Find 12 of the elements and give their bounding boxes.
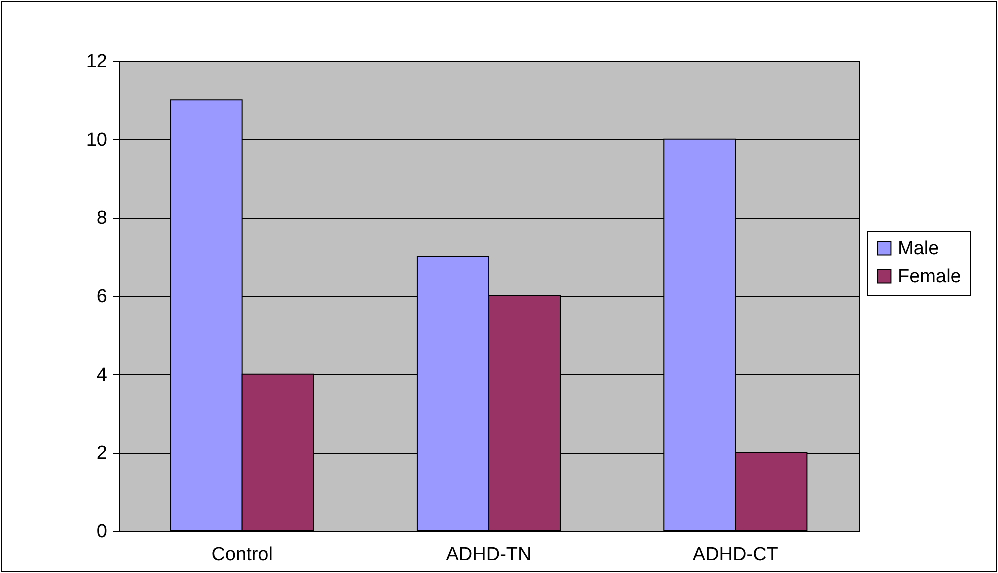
x-tick-label: Control <box>212 544 273 566</box>
y-tick-label: 10 <box>86 130 108 151</box>
y-tick-label: 6 <box>96 286 108 308</box>
y-tick-label: 0 <box>96 522 108 542</box>
y-tick-label: 12 <box>86 52 108 72</box>
legend-label: Female <box>898 266 962 288</box>
x-tick-label: ADHD-TN <box>446 544 532 566</box>
legend-label: Male <box>898 238 940 260</box>
y-tick-label: 4 <box>96 364 108 386</box>
y-tick-label: 8 <box>96 208 108 230</box>
x-tick-label: ADHD-CT <box>692 544 779 566</box>
y-tick-label: 2 <box>96 443 108 464</box>
